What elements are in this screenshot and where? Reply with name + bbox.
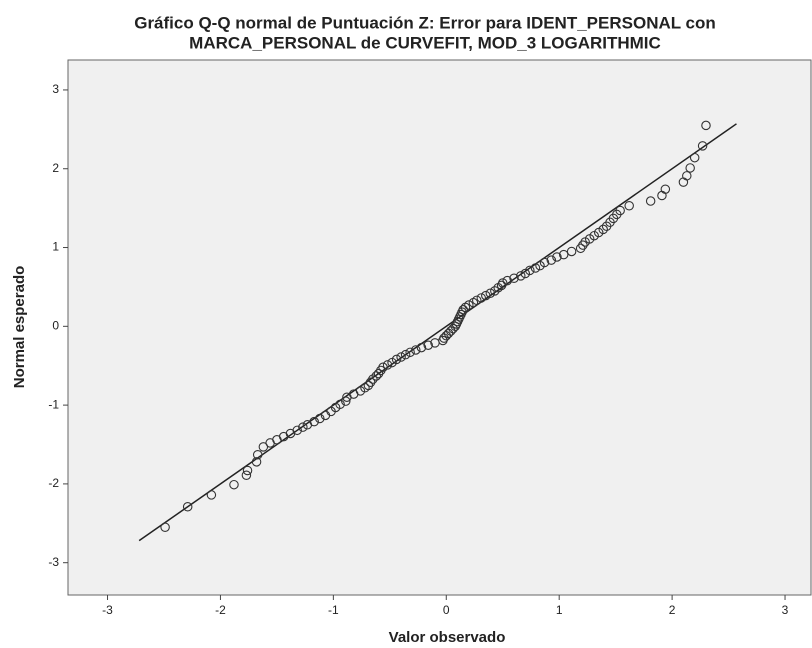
x-axis-title: Valor observado — [389, 629, 506, 646]
point — [411, 345, 421, 355]
point — [405, 347, 415, 358]
x-tick-label: -2 — [215, 603, 226, 617]
plot-area — [67, 59, 812, 596]
point — [464, 300, 474, 310]
point — [242, 465, 253, 476]
point — [365, 377, 376, 388]
y-tick-label: -1 — [48, 397, 59, 411]
point — [689, 152, 700, 163]
point — [476, 293, 487, 303]
point — [682, 171, 692, 181]
point — [368, 374, 378, 384]
point — [315, 413, 325, 424]
chart-title: MARCA_PERSONAL de CURVEFIT, MOD_3 LOGARI… — [189, 33, 661, 52]
x-tick-label: 3 — [782, 603, 789, 617]
point — [481, 290, 491, 301]
x-tick-label: 0 — [443, 603, 450, 617]
y-tick-label: 1 — [52, 240, 59, 254]
point — [516, 271, 526, 281]
point — [396, 352, 406, 362]
point — [660, 184, 671, 194]
point — [335, 399, 345, 410]
point — [509, 273, 519, 284]
point — [378, 362, 388, 373]
point — [341, 396, 351, 406]
point — [416, 342, 427, 353]
point — [309, 416, 319, 427]
point — [373, 368, 384, 379]
point — [697, 141, 708, 151]
point — [376, 365, 386, 376]
point — [423, 340, 433, 350]
y-tick-label: 3 — [52, 82, 59, 96]
x-tick-label: -3 — [102, 603, 113, 617]
point — [251, 457, 262, 467]
point — [206, 490, 217, 500]
x-tick-label: 2 — [669, 603, 676, 617]
point — [546, 255, 557, 265]
point — [578, 240, 588, 250]
x-tick-label: 1 — [556, 603, 563, 617]
point — [292, 425, 302, 436]
point — [530, 263, 541, 273]
point — [558, 249, 569, 260]
point — [701, 120, 711, 131]
point — [490, 286, 500, 296]
point — [645, 196, 656, 206]
point — [382, 360, 393, 370]
chart-title: Gráfico Q-Q normal de Puntuación Z: Erro… — [134, 13, 716, 32]
point — [448, 323, 458, 334]
point — [160, 522, 170, 532]
point — [229, 479, 239, 490]
point — [472, 295, 482, 306]
y-tick-label: -2 — [48, 476, 59, 490]
y-axis-title: Normal esperado — [11, 266, 28, 389]
point — [400, 349, 411, 360]
y-tick-label: 0 — [52, 318, 59, 332]
point — [458, 305, 468, 315]
point — [539, 257, 550, 268]
point — [485, 288, 496, 298]
y-tick-label: 2 — [52, 161, 59, 175]
point — [615, 205, 625, 216]
point — [552, 252, 562, 262]
point — [241, 470, 252, 480]
point — [624, 201, 634, 211]
point — [252, 449, 263, 460]
point — [566, 246, 577, 257]
point — [363, 380, 374, 391]
point — [525, 265, 535, 276]
point — [502, 275, 513, 286]
y-tick-label: -3 — [48, 555, 59, 569]
point — [391, 354, 402, 365]
point — [598, 224, 608, 235]
x-tick-label: -1 — [328, 603, 339, 617]
point — [182, 502, 193, 512]
point — [685, 163, 695, 173]
point — [575, 243, 586, 254]
reference-line — [138, 123, 737, 542]
point — [497, 278, 508, 288]
point — [298, 422, 308, 432]
